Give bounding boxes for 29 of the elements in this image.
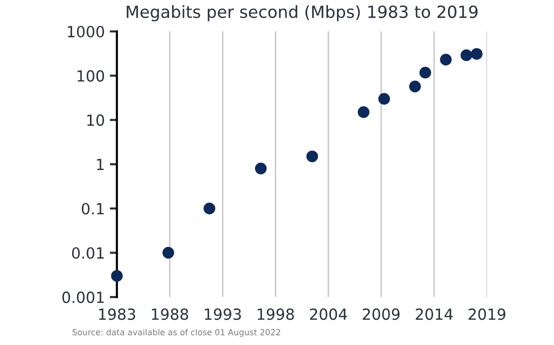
y-tick-label: 0.1: [82, 202, 104, 215]
x-tick-label: 1993: [204, 308, 241, 320]
point: [460, 49, 472, 62]
x-tick-label: 2004: [310, 308, 347, 320]
x-tick-label: 1988: [152, 308, 188, 320]
chart-title: Megabits per second (Mbps) 1983 to 2019: [126, 5, 478, 22]
y-tick-label: 10: [87, 114, 104, 126]
point: [440, 54, 452, 66]
y-tick-label: 1: [97, 158, 104, 170]
point: [254, 162, 267, 174]
point: [306, 150, 318, 162]
y-tick-label: 1000: [68, 26, 104, 38]
y-tick-label: 0.001: [62, 292, 104, 304]
point: [204, 202, 216, 214]
point: [162, 246, 174, 259]
point: [419, 66, 432, 78]
x-tick-label: 2009: [362, 308, 400, 320]
x-tick-label: 2014: [416, 308, 453, 320]
x-tick-label: 2019: [468, 308, 506, 320]
y-tick-label: 0.01: [72, 247, 104, 259]
point: [111, 270, 123, 282]
x-tick-label: 1998: [258, 308, 294, 320]
y-tick-label: 100: [78, 70, 104, 82]
point: [358, 106, 370, 118]
point: [470, 48, 483, 60]
source-note: Source: data available as of close 01 August 2022: [72, 328, 280, 337]
point: [409, 80, 421, 92]
x-tick-label: 1983: [99, 308, 136, 320]
point: [378, 92, 390, 105]
